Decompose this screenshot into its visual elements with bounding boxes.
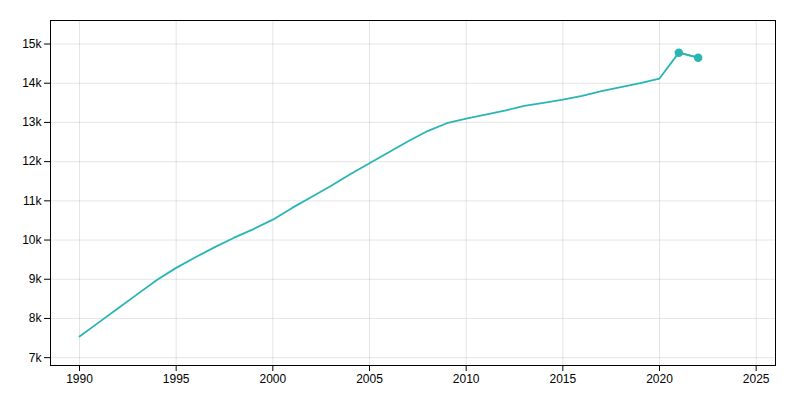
svg-text:11k: 11k (23, 194, 42, 208)
svg-text:10k: 10k (22, 233, 42, 247)
svg-text:15k: 15k (22, 37, 42, 51)
svg-text:8k: 8k (29, 311, 43, 325)
svg-text:2020: 2020 (646, 372, 673, 386)
svg-text:7k: 7k (29, 350, 43, 364)
svg-text:2000: 2000 (259, 372, 286, 386)
svg-text:1990: 1990 (66, 372, 93, 386)
svg-text:9k: 9k (29, 272, 43, 286)
svg-text:2005: 2005 (356, 372, 383, 386)
svg-text:14k: 14k (22, 76, 42, 90)
svg-text:2010: 2010 (453, 372, 480, 386)
svg-text:1995: 1995 (163, 372, 190, 386)
svg-text:12k: 12k (22, 154, 42, 168)
svg-text:2025: 2025 (743, 372, 770, 386)
svg-text:2015: 2015 (549, 372, 576, 386)
svg-text:13k: 13k (22, 115, 42, 129)
